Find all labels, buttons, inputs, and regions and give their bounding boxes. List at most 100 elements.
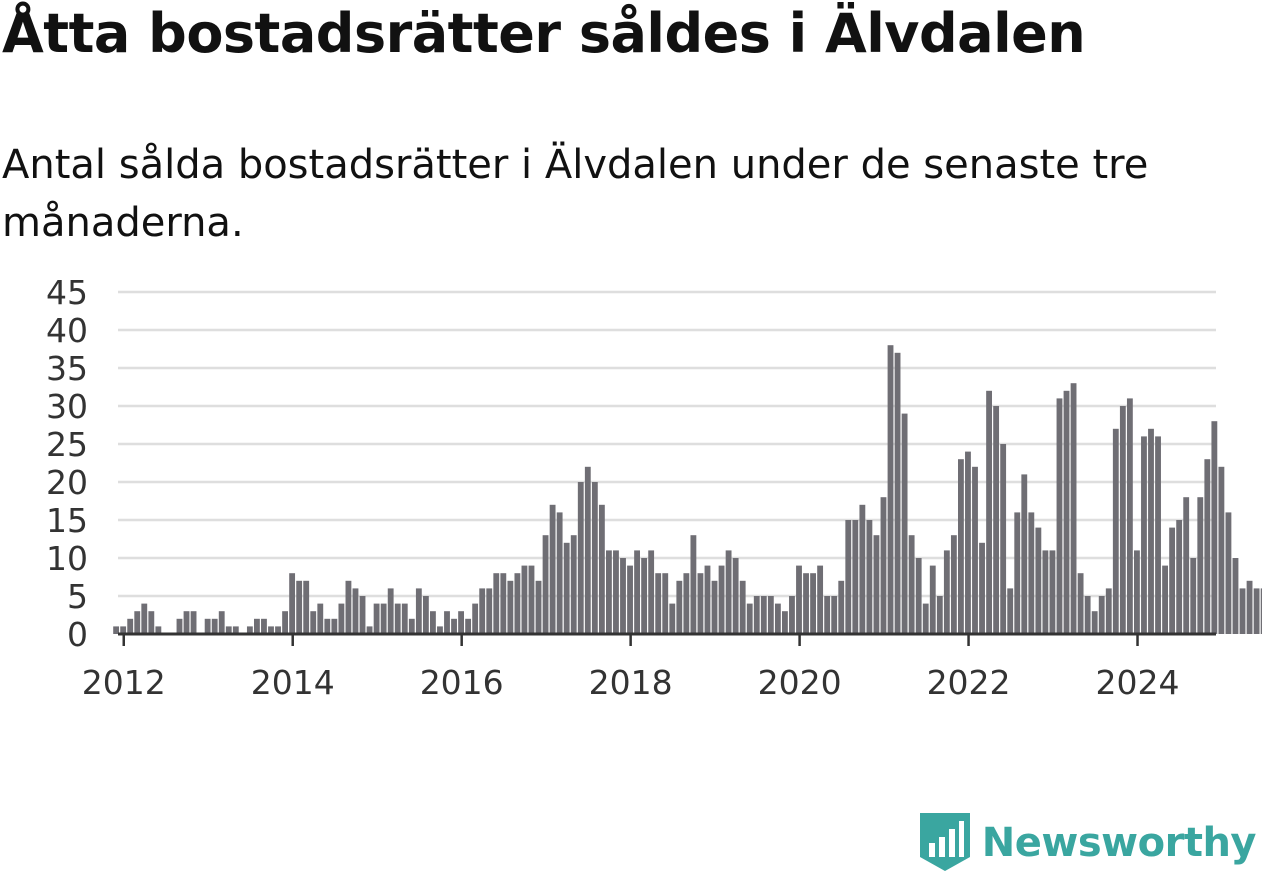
bar — [324, 618, 331, 634]
bar — [1162, 565, 1168, 634]
bar — [232, 626, 239, 634]
bar — [1211, 421, 1218, 634]
bar — [1239, 588, 1246, 634]
bar — [1225, 512, 1232, 634]
y-tick-label: 40 — [46, 311, 88, 350]
bar — [1176, 520, 1183, 634]
bar — [1204, 459, 1211, 634]
bar — [521, 565, 528, 634]
x-tick-label: 2014 — [251, 663, 335, 702]
bar — [254, 618, 260, 634]
bar — [641, 558, 648, 634]
bar — [817, 565, 824, 634]
gridlines — [118, 290, 1216, 598]
bar — [486, 588, 493, 634]
bar — [838, 580, 845, 634]
bar — [458, 611, 464, 634]
bar — [190, 611, 197, 634]
bar — [387, 588, 394, 634]
bar — [1155, 436, 1161, 634]
bar — [1077, 573, 1084, 634]
bar — [796, 565, 802, 634]
bar — [373, 603, 380, 634]
bar — [500, 573, 507, 634]
bar — [873, 535, 880, 634]
newsworthy-logo: Newsworthy — [919, 813, 1257, 873]
bar — [317, 603, 324, 634]
bar — [690, 535, 697, 634]
brand-name: Newsworthy — [981, 820, 1257, 866]
bar — [1246, 580, 1253, 634]
bar — [887, 345, 894, 634]
bar — [535, 580, 542, 634]
bar — [211, 618, 218, 634]
bar — [760, 596, 767, 634]
x-tick-label: 2012 — [82, 663, 166, 702]
bar — [514, 573, 521, 634]
bar — [542, 535, 549, 634]
y-tick-label: 45 — [46, 273, 88, 312]
bar — [141, 603, 148, 634]
bar — [1000, 444, 1007, 634]
y-tick-label: 35 — [46, 349, 88, 388]
bar — [866, 520, 873, 634]
bar — [268, 626, 274, 634]
y-tick-label: 0 — [67, 615, 88, 654]
bar — [901, 413, 908, 634]
bar — [1084, 596, 1091, 634]
bar — [246, 626, 253, 634]
bar — [929, 565, 936, 634]
bar — [1253, 588, 1260, 634]
bar — [922, 603, 929, 634]
bar — [366, 626, 373, 634]
bar — [296, 580, 303, 634]
bar — [1070, 383, 1077, 634]
bar — [958, 459, 964, 634]
bar — [275, 626, 281, 634]
bar — [507, 580, 514, 634]
bar — [352, 588, 359, 634]
bar — [1197, 497, 1204, 634]
bar — [627, 565, 633, 634]
bar — [613, 550, 619, 634]
bar — [570, 535, 577, 634]
bar — [669, 603, 676, 634]
bar — [183, 611, 190, 634]
bar — [225, 626, 232, 634]
bar — [979, 542, 985, 634]
bars — [113, 345, 1262, 634]
bar — [908, 535, 915, 634]
bar — [359, 596, 366, 634]
bar — [430, 611, 436, 634]
bar — [852, 520, 859, 634]
bar — [338, 603, 345, 634]
bar — [943, 550, 950, 634]
bar — [1042, 550, 1049, 634]
bar — [1134, 550, 1140, 634]
bar — [1183, 497, 1190, 634]
bar — [1169, 527, 1176, 634]
bar — [1028, 512, 1035, 634]
bar — [345, 580, 352, 634]
bar — [704, 565, 711, 634]
bar — [986, 390, 992, 634]
bar — [606, 550, 612, 634]
bar — [1190, 558, 1197, 634]
bar — [831, 596, 838, 634]
bar — [972, 466, 978, 634]
x-tick-label: 2020 — [758, 663, 842, 702]
bar — [767, 596, 774, 634]
bar — [176, 618, 183, 634]
bar — [1056, 398, 1063, 634]
bar — [303, 580, 310, 634]
bar — [993, 406, 1000, 634]
bar — [598, 504, 605, 634]
bar — [782, 611, 788, 634]
bar — [394, 603, 401, 634]
bar — [472, 603, 479, 634]
bar — [556, 512, 563, 634]
bar — [282, 611, 288, 634]
x-tick-label: 2024 — [1096, 663, 1180, 702]
bar — [1035, 527, 1042, 634]
bar — [1091, 611, 1098, 634]
